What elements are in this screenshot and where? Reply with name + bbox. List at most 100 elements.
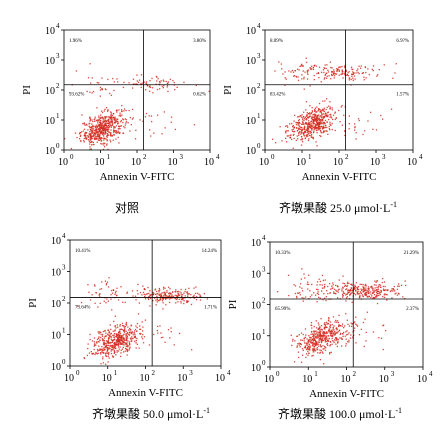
data-point — [140, 74, 143, 76]
data-point — [97, 331, 99, 333]
data-point — [367, 120, 369, 122]
data-point — [128, 344, 131, 346]
data-point — [367, 290, 370, 292]
data-point — [116, 132, 119, 134]
data-point — [311, 107, 313, 109]
data-point — [398, 283, 400, 285]
data-point — [365, 294, 367, 296]
data-point — [315, 350, 317, 352]
data-point — [313, 119, 315, 121]
data-point — [80, 131, 83, 133]
data-point — [96, 119, 98, 121]
data-point — [147, 297, 149, 299]
data-point — [115, 327, 117, 329]
y-tick-label: 10 — [45, 86, 55, 97]
data-point — [113, 346, 115, 348]
data-point — [361, 289, 363, 291]
data-point — [316, 121, 318, 123]
data-point — [165, 298, 167, 300]
data-point — [103, 116, 106, 118]
data-point — [113, 345, 115, 347]
data-point — [330, 115, 332, 117]
data-point — [359, 296, 361, 298]
data-point — [159, 294, 161, 296]
data-point — [297, 116, 299, 118]
data-point — [111, 345, 113, 347]
data-point — [330, 330, 333, 332]
data-point — [166, 291, 168, 293]
data-point — [303, 88, 305, 90]
data-point — [159, 299, 162, 301]
data-point — [320, 135, 322, 138]
data-point — [324, 324, 327, 326]
data-point — [354, 286, 356, 288]
data-point — [307, 122, 310, 124]
data-point — [138, 347, 140, 349]
data-point — [103, 339, 106, 342]
data-point — [336, 328, 338, 330]
data-point — [95, 137, 97, 140]
data-point — [164, 127, 166, 129]
data-point — [329, 123, 331, 125]
data-point — [125, 109, 127, 112]
data-point — [313, 330, 315, 332]
data-point — [168, 295, 170, 298]
data-point — [127, 350, 129, 352]
data-point — [372, 292, 374, 294]
data-point — [178, 293, 180, 295]
data-point — [312, 349, 314, 351]
data-point — [289, 136, 291, 138]
data-point — [309, 345, 311, 347]
data-point — [378, 285, 380, 287]
data-point — [122, 301, 124, 303]
data-point — [306, 119, 308, 121]
data-point — [114, 121, 116, 124]
data-point — [313, 120, 315, 122]
data-point — [328, 331, 330, 333]
data-point — [105, 343, 107, 345]
data-point — [374, 287, 376, 289]
data-point — [123, 333, 125, 335]
data-point — [115, 118, 117, 120]
data-point — [98, 130, 100, 133]
data-point — [111, 355, 114, 357]
data-point — [297, 76, 299, 78]
data-point — [95, 344, 97, 346]
data-point — [334, 330, 336, 333]
data-point — [300, 133, 302, 135]
data-point — [136, 330, 138, 332]
data-point — [176, 86, 178, 88]
data-point — [99, 120, 101, 122]
data-point — [317, 115, 319, 118]
data-point — [113, 116, 115, 119]
data-point — [307, 348, 309, 351]
data-point — [360, 67, 362, 69]
data-point — [102, 121, 105, 123]
data-point — [342, 275, 344, 277]
data-point — [104, 108, 106, 110]
data-point — [100, 348, 102, 350]
data-point — [117, 350, 120, 352]
data-point — [302, 141, 304, 143]
data-point — [305, 118, 308, 120]
data-point — [348, 123, 350, 125]
data-point — [123, 340, 125, 342]
data-point — [307, 139, 310, 142]
data-point — [181, 296, 183, 298]
data-point — [110, 294, 112, 296]
data-point — [370, 111, 372, 113]
data-point — [100, 122, 102, 124]
data-point — [319, 121, 322, 123]
data-point — [152, 300, 154, 302]
data-point — [151, 121, 153, 123]
data-point — [311, 327, 313, 329]
data-point — [305, 131, 307, 134]
data-point — [296, 335, 299, 337]
data-point — [135, 342, 137, 344]
data-point — [107, 300, 109, 302]
data-point — [301, 297, 303, 299]
data-point — [114, 121, 117, 124]
data-point — [121, 335, 123, 337]
data-point — [114, 130, 116, 132]
data-point — [284, 71, 286, 73]
